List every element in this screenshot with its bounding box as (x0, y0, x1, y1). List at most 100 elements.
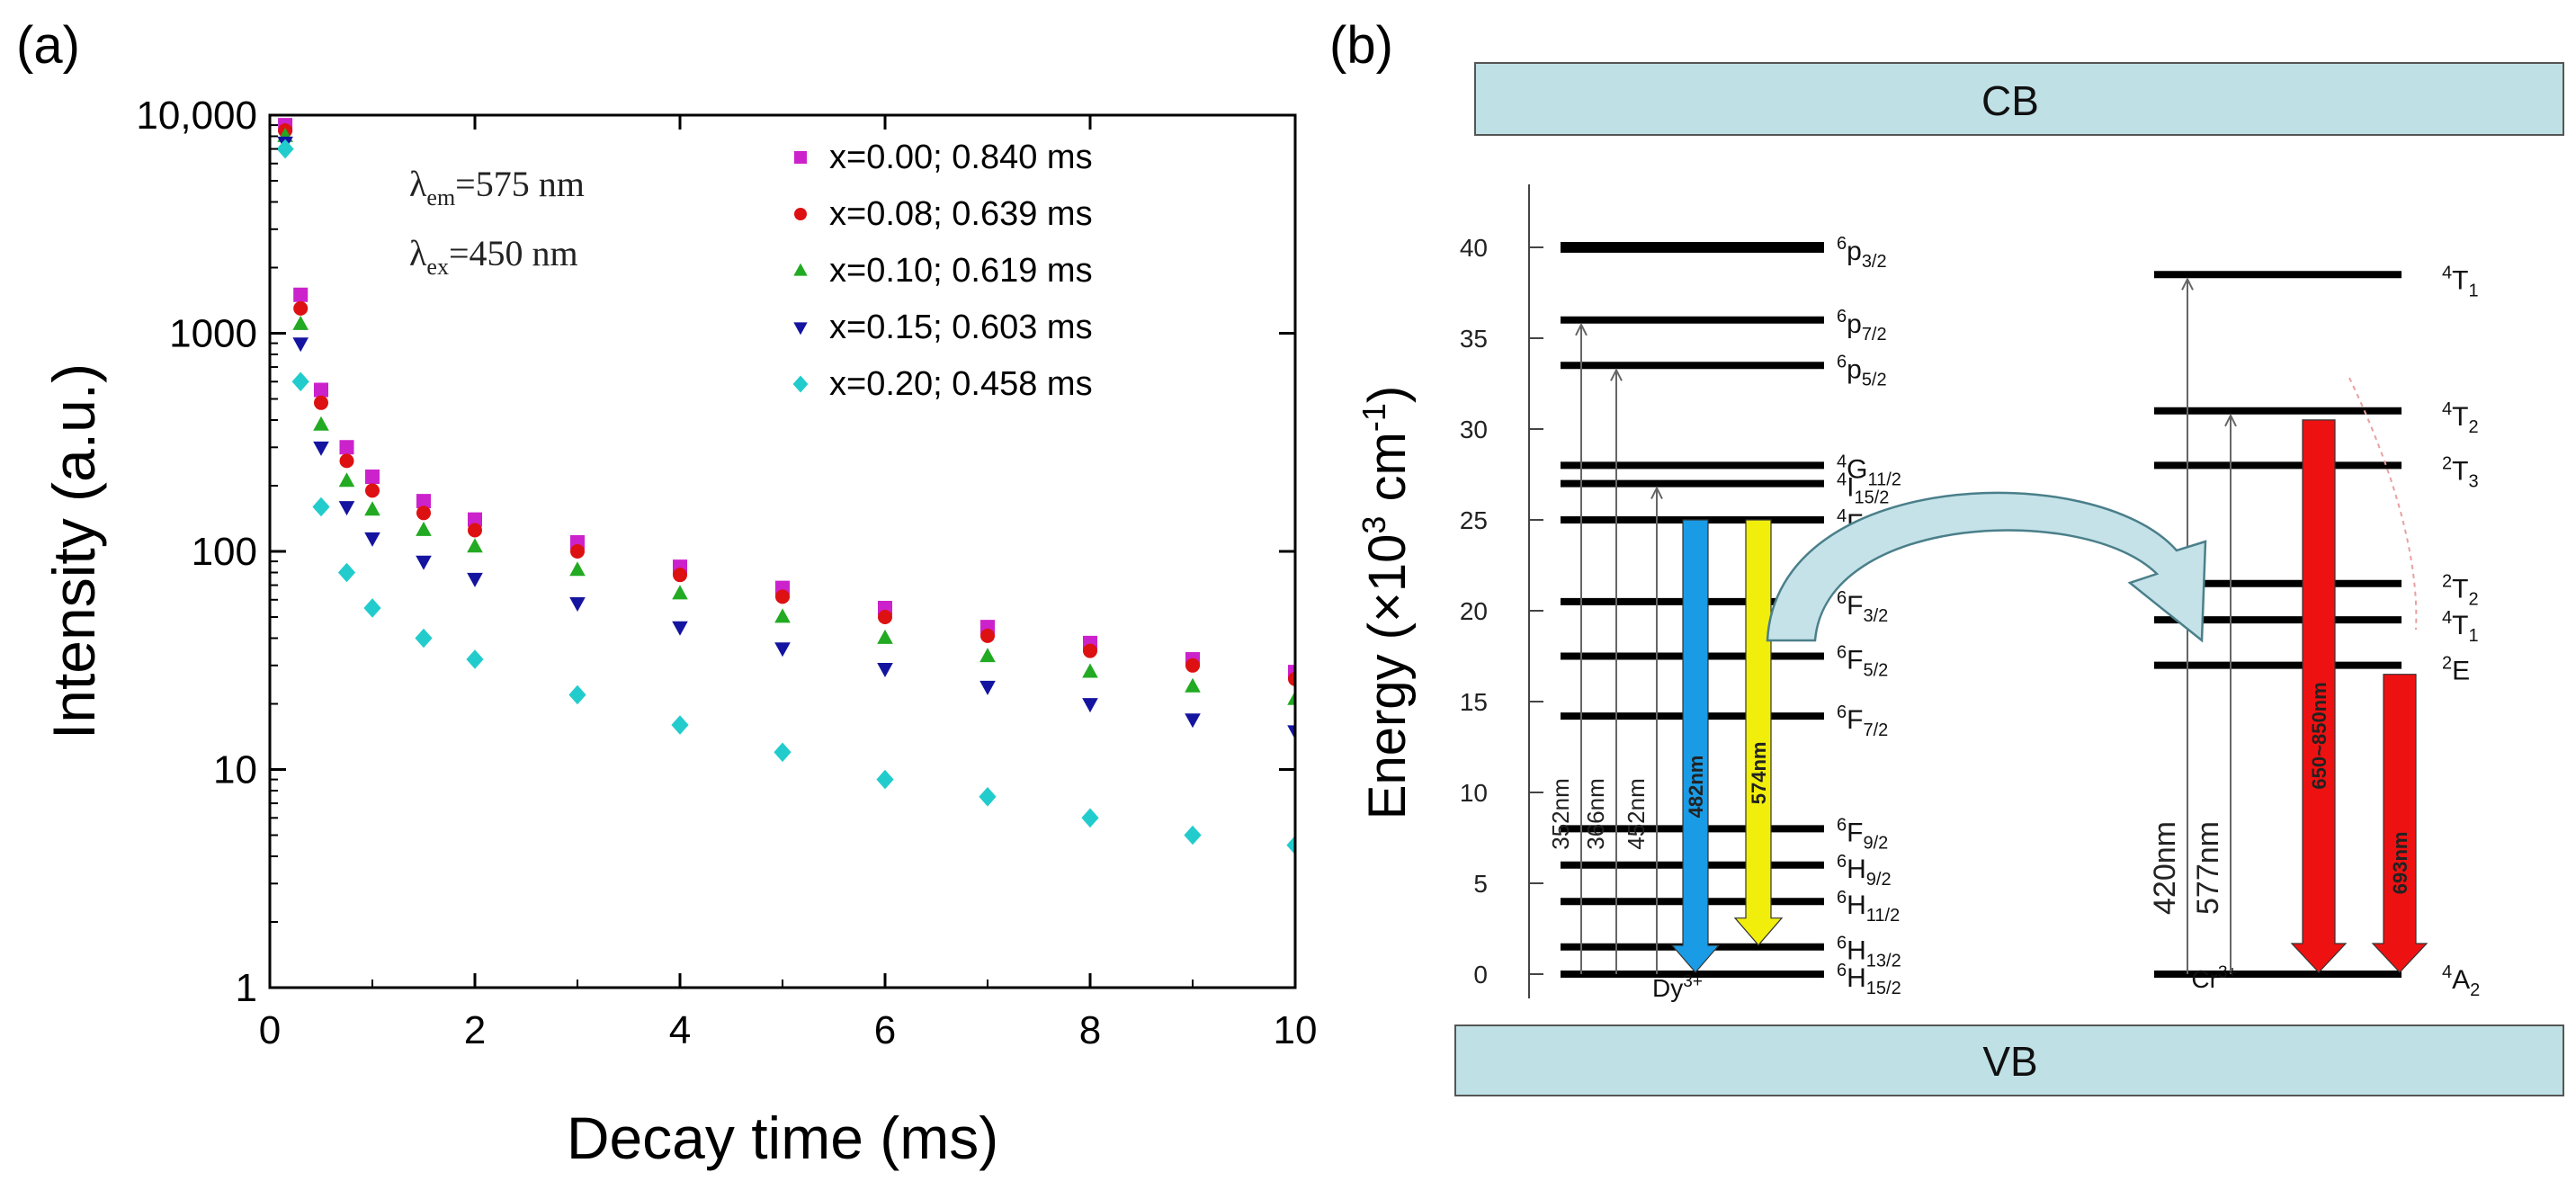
data-point (1083, 643, 1097, 658)
data-point (293, 287, 309, 302)
excitation-arrow-head (1575, 322, 1588, 336)
data-point (314, 382, 328, 398)
data-point (291, 371, 309, 392)
level-label: 6F7/2 (1837, 702, 1888, 740)
level-label: 6H9/2 (1837, 852, 1892, 890)
data-point (416, 555, 432, 570)
emission-arrow (1670, 519, 1721, 973)
level-label: 6F9/2 (1837, 815, 1888, 853)
data-point (1287, 725, 1295, 740)
conduction-band (1474, 62, 2564, 136)
excitation-arrow-head (2181, 277, 2194, 291)
relaxation-curve (2348, 377, 2418, 631)
y-tick-label: 10,000 (136, 94, 257, 138)
excitation-label: 577nm (2191, 821, 2225, 915)
energy-tick-label: 30 (1460, 416, 1488, 443)
data-point (1185, 713, 1201, 729)
data-point (876, 769, 894, 790)
legend-marker (793, 263, 808, 276)
data-point (1185, 658, 1200, 673)
level-label: 4T1 (2442, 608, 2479, 646)
data-point (365, 469, 380, 484)
data-point (292, 315, 309, 330)
panel-a-decay-chart: (a) 0 2 4 6 8 10 1 10 100 1000 10,000 Decay time … (16, 16, 1317, 1171)
excitation-arrow-head (1610, 368, 1623, 381)
valence-band (1454, 1024, 2564, 1096)
energy-tick-label: 25 (1460, 506, 1488, 534)
data-point (1081, 808, 1099, 828)
data-point (416, 521, 432, 536)
y-axis-label: Intensity (a.u.) (40, 363, 107, 739)
data-point (1082, 663, 1098, 678)
data-point (1287, 690, 1295, 705)
data-point (416, 494, 431, 509)
series-1 (278, 123, 1295, 686)
level-label: 4T1 (2442, 263, 2479, 300)
data-point (339, 440, 354, 455)
data-point (363, 598, 381, 618)
legend-entry: x=0.15; 0.603 ms (829, 309, 1093, 346)
data-point (980, 628, 995, 643)
data-point (364, 501, 380, 516)
data-point (292, 337, 309, 353)
data-point (672, 585, 688, 600)
valence-band-label: VB (1982, 1038, 2037, 1085)
level-label: 2E (2442, 654, 2470, 686)
level-label: 6p5/2 (1837, 352, 1887, 389)
level-label: 4T2 (2442, 399, 2479, 437)
level-label: 6p3/2 (1837, 234, 1887, 272)
level-label: 6F3/2 (1837, 588, 1888, 626)
y-tick-label: 1 (236, 966, 257, 1010)
data-point (877, 629, 893, 644)
level-label: 6p7/2 (1837, 307, 1887, 344)
data-point (673, 568, 687, 583)
data-point (467, 572, 483, 587)
data-point (1082, 698, 1098, 713)
data-point (1288, 671, 1295, 686)
x-tick-label: 10 (1274, 1008, 1318, 1052)
legend-marker (794, 208, 807, 220)
level-label: 2T3 (2442, 453, 2479, 491)
level-label: 2T2 (2442, 572, 2479, 610)
emission-arrows: 482nm 574nm 650~850nm 693nm (1670, 377, 2428, 973)
data-point (314, 395, 328, 410)
data-point (569, 561, 586, 577)
legend-marker (793, 322, 808, 336)
data-point (671, 715, 689, 735)
x-axis-ticks: 0 2 4 6 8 10 (259, 115, 1318, 1052)
data-point (313, 441, 329, 456)
annotation-lambda-em: λem=575 nm (409, 164, 585, 210)
conduction-band-label: CB (1981, 77, 2039, 124)
data-point (468, 523, 482, 538)
data-point (774, 642, 791, 658)
level-label: 6H15/2 (1837, 961, 1901, 998)
data-point (312, 497, 330, 517)
data-point (338, 501, 355, 516)
data-point (877, 662, 893, 677)
data-point (338, 472, 355, 488)
y-tick-label: 10 (213, 748, 257, 792)
annotation-lambda-ex: λex=450 nm (409, 233, 578, 280)
series-4 (276, 139, 1295, 855)
data-point (364, 532, 380, 547)
excitation-arrow-head (1650, 486, 1663, 500)
series-3 (277, 136, 1295, 740)
emission-arrow (1733, 519, 1784, 946)
data-point (979, 648, 996, 663)
dy-energy-levels: 6p3/26p7/26p5/24G11/24I15/24F9/26F3/26F5… (1561, 234, 1901, 998)
x-tick-label: 0 (259, 1008, 281, 1052)
energy-tick-label: 20 (1460, 597, 1488, 625)
energy-axis-label: Energy (×103 cm-1) (1355, 386, 1417, 819)
energy-tick-label: 5 (1473, 870, 1488, 898)
emission-arrow (2371, 674, 2428, 973)
data-point (276, 139, 294, 159)
data-point (1286, 835, 1295, 855)
x-tick-label: 8 (1079, 1008, 1101, 1052)
legend-entry: x=0.08; 0.639 ms (829, 195, 1093, 233)
energy-tick-label: 10 (1460, 779, 1488, 807)
data-point (775, 589, 790, 604)
data-point (1184, 825, 1202, 846)
data-point (570, 544, 585, 559)
